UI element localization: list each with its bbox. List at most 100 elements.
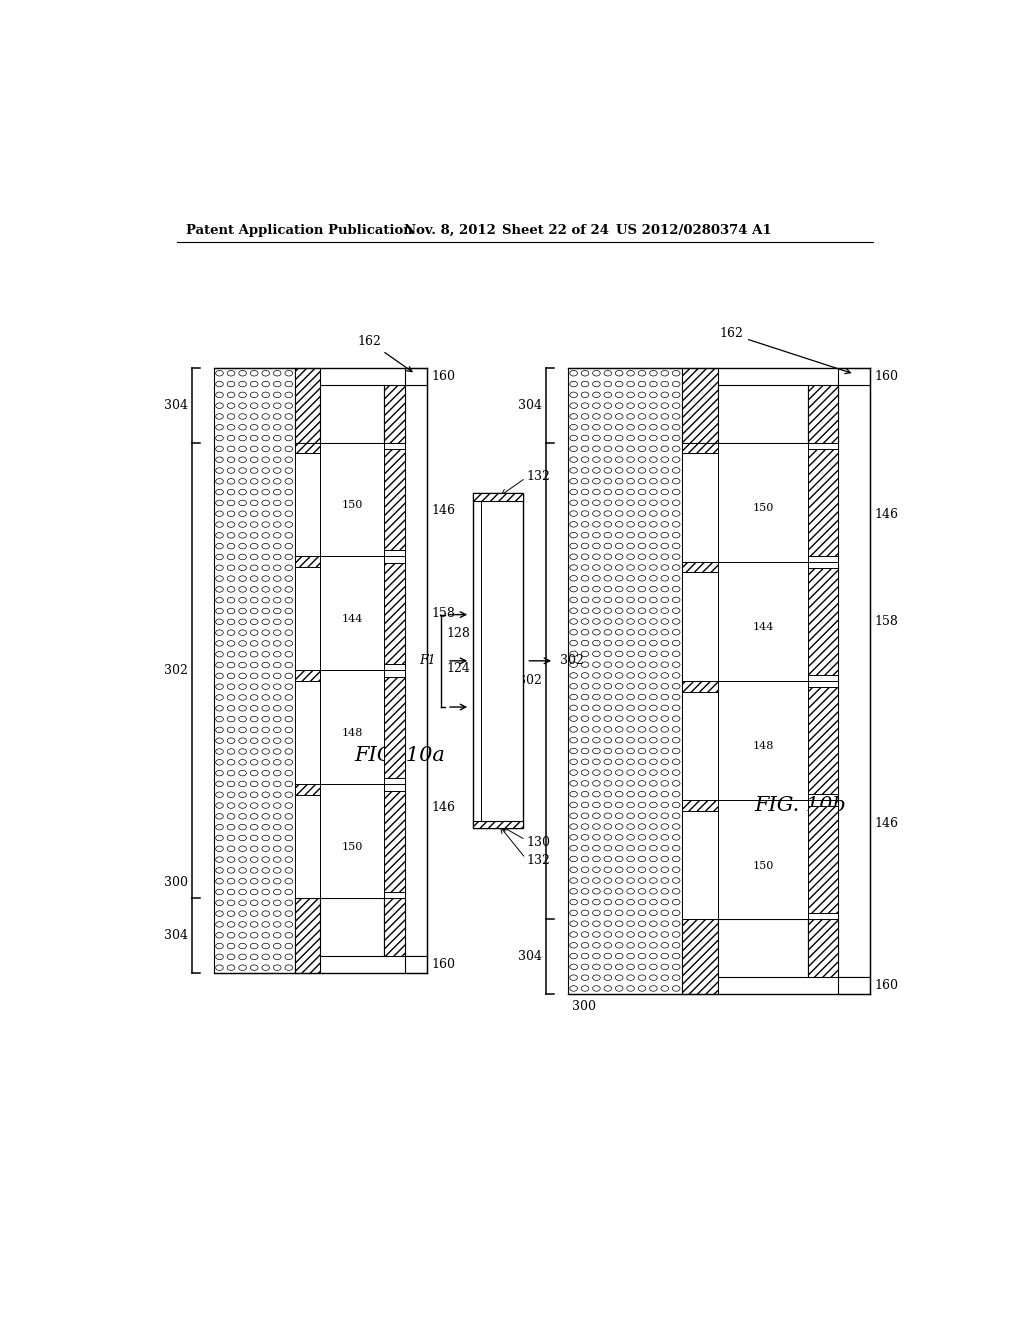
Ellipse shape — [660, 521, 669, 527]
Ellipse shape — [649, 867, 657, 873]
Ellipse shape — [569, 661, 578, 668]
Ellipse shape — [604, 780, 611, 787]
Ellipse shape — [660, 609, 669, 614]
Ellipse shape — [285, 630, 293, 635]
Ellipse shape — [660, 759, 669, 764]
Ellipse shape — [660, 673, 669, 678]
Ellipse shape — [285, 663, 293, 668]
Ellipse shape — [227, 457, 234, 462]
Ellipse shape — [582, 597, 589, 603]
Text: 160: 160 — [874, 370, 898, 383]
Ellipse shape — [582, 576, 589, 581]
Ellipse shape — [239, 479, 247, 484]
Ellipse shape — [615, 738, 623, 743]
Ellipse shape — [239, 586, 247, 593]
Text: 302: 302 — [164, 664, 187, 677]
Ellipse shape — [582, 543, 589, 549]
Ellipse shape — [638, 932, 646, 937]
Ellipse shape — [627, 586, 635, 591]
Ellipse shape — [593, 630, 600, 635]
Ellipse shape — [250, 846, 258, 851]
Ellipse shape — [604, 381, 611, 387]
Bar — [319, 557, 384, 671]
Ellipse shape — [615, 673, 623, 678]
Ellipse shape — [593, 521, 600, 527]
Ellipse shape — [660, 942, 669, 948]
Ellipse shape — [262, 738, 269, 743]
Ellipse shape — [582, 834, 589, 840]
Bar — [384, 550, 404, 557]
Ellipse shape — [569, 715, 578, 722]
Ellipse shape — [239, 392, 247, 397]
Ellipse shape — [627, 878, 635, 883]
Ellipse shape — [216, 911, 223, 916]
Ellipse shape — [604, 738, 611, 743]
Ellipse shape — [285, 781, 293, 787]
Ellipse shape — [615, 964, 623, 970]
Ellipse shape — [216, 813, 223, 820]
Ellipse shape — [273, 836, 281, 841]
Ellipse shape — [673, 867, 680, 873]
Ellipse shape — [273, 652, 281, 657]
Ellipse shape — [569, 759, 578, 764]
Ellipse shape — [582, 803, 589, 808]
Bar — [808, 800, 839, 807]
Ellipse shape — [660, 921, 669, 927]
Ellipse shape — [250, 836, 258, 841]
Ellipse shape — [262, 467, 269, 474]
Ellipse shape — [649, 436, 657, 441]
Bar — [808, 807, 839, 913]
Ellipse shape — [638, 770, 646, 775]
Ellipse shape — [262, 425, 269, 430]
Ellipse shape — [673, 673, 680, 678]
Ellipse shape — [604, 490, 611, 495]
Ellipse shape — [604, 521, 611, 527]
Ellipse shape — [569, 381, 578, 387]
Text: 302: 302 — [518, 675, 542, 688]
Ellipse shape — [649, 705, 657, 710]
Ellipse shape — [638, 964, 646, 970]
Ellipse shape — [593, 953, 600, 958]
Ellipse shape — [638, 565, 646, 570]
Ellipse shape — [239, 932, 247, 939]
Ellipse shape — [627, 413, 635, 420]
Bar — [718, 800, 808, 919]
Ellipse shape — [627, 521, 635, 527]
Ellipse shape — [593, 597, 600, 603]
Ellipse shape — [673, 630, 680, 635]
Ellipse shape — [239, 446, 247, 451]
Ellipse shape — [593, 694, 600, 700]
Ellipse shape — [569, 500, 578, 506]
Ellipse shape — [216, 640, 223, 647]
Ellipse shape — [627, 857, 635, 862]
Ellipse shape — [250, 640, 258, 647]
Ellipse shape — [615, 986, 623, 991]
Ellipse shape — [239, 738, 247, 743]
Ellipse shape — [227, 663, 234, 668]
Ellipse shape — [262, 576, 269, 581]
Ellipse shape — [285, 825, 293, 830]
Bar — [319, 899, 384, 956]
Bar — [384, 892, 404, 899]
Ellipse shape — [673, 803, 680, 808]
Ellipse shape — [569, 609, 578, 614]
Ellipse shape — [673, 986, 680, 991]
Ellipse shape — [285, 413, 293, 420]
Ellipse shape — [285, 748, 293, 754]
Ellipse shape — [273, 921, 281, 927]
Ellipse shape — [649, 381, 657, 387]
Ellipse shape — [660, 630, 669, 635]
Ellipse shape — [569, 878, 578, 883]
Text: 158: 158 — [874, 615, 898, 628]
Ellipse shape — [250, 403, 258, 408]
Ellipse shape — [673, 392, 680, 397]
Ellipse shape — [604, 609, 611, 614]
Ellipse shape — [615, 543, 623, 549]
Ellipse shape — [673, 705, 680, 710]
Ellipse shape — [593, 867, 600, 873]
Ellipse shape — [649, 457, 657, 462]
Ellipse shape — [239, 846, 247, 851]
Ellipse shape — [604, 899, 611, 906]
Ellipse shape — [615, 413, 623, 420]
Ellipse shape — [627, 738, 635, 743]
